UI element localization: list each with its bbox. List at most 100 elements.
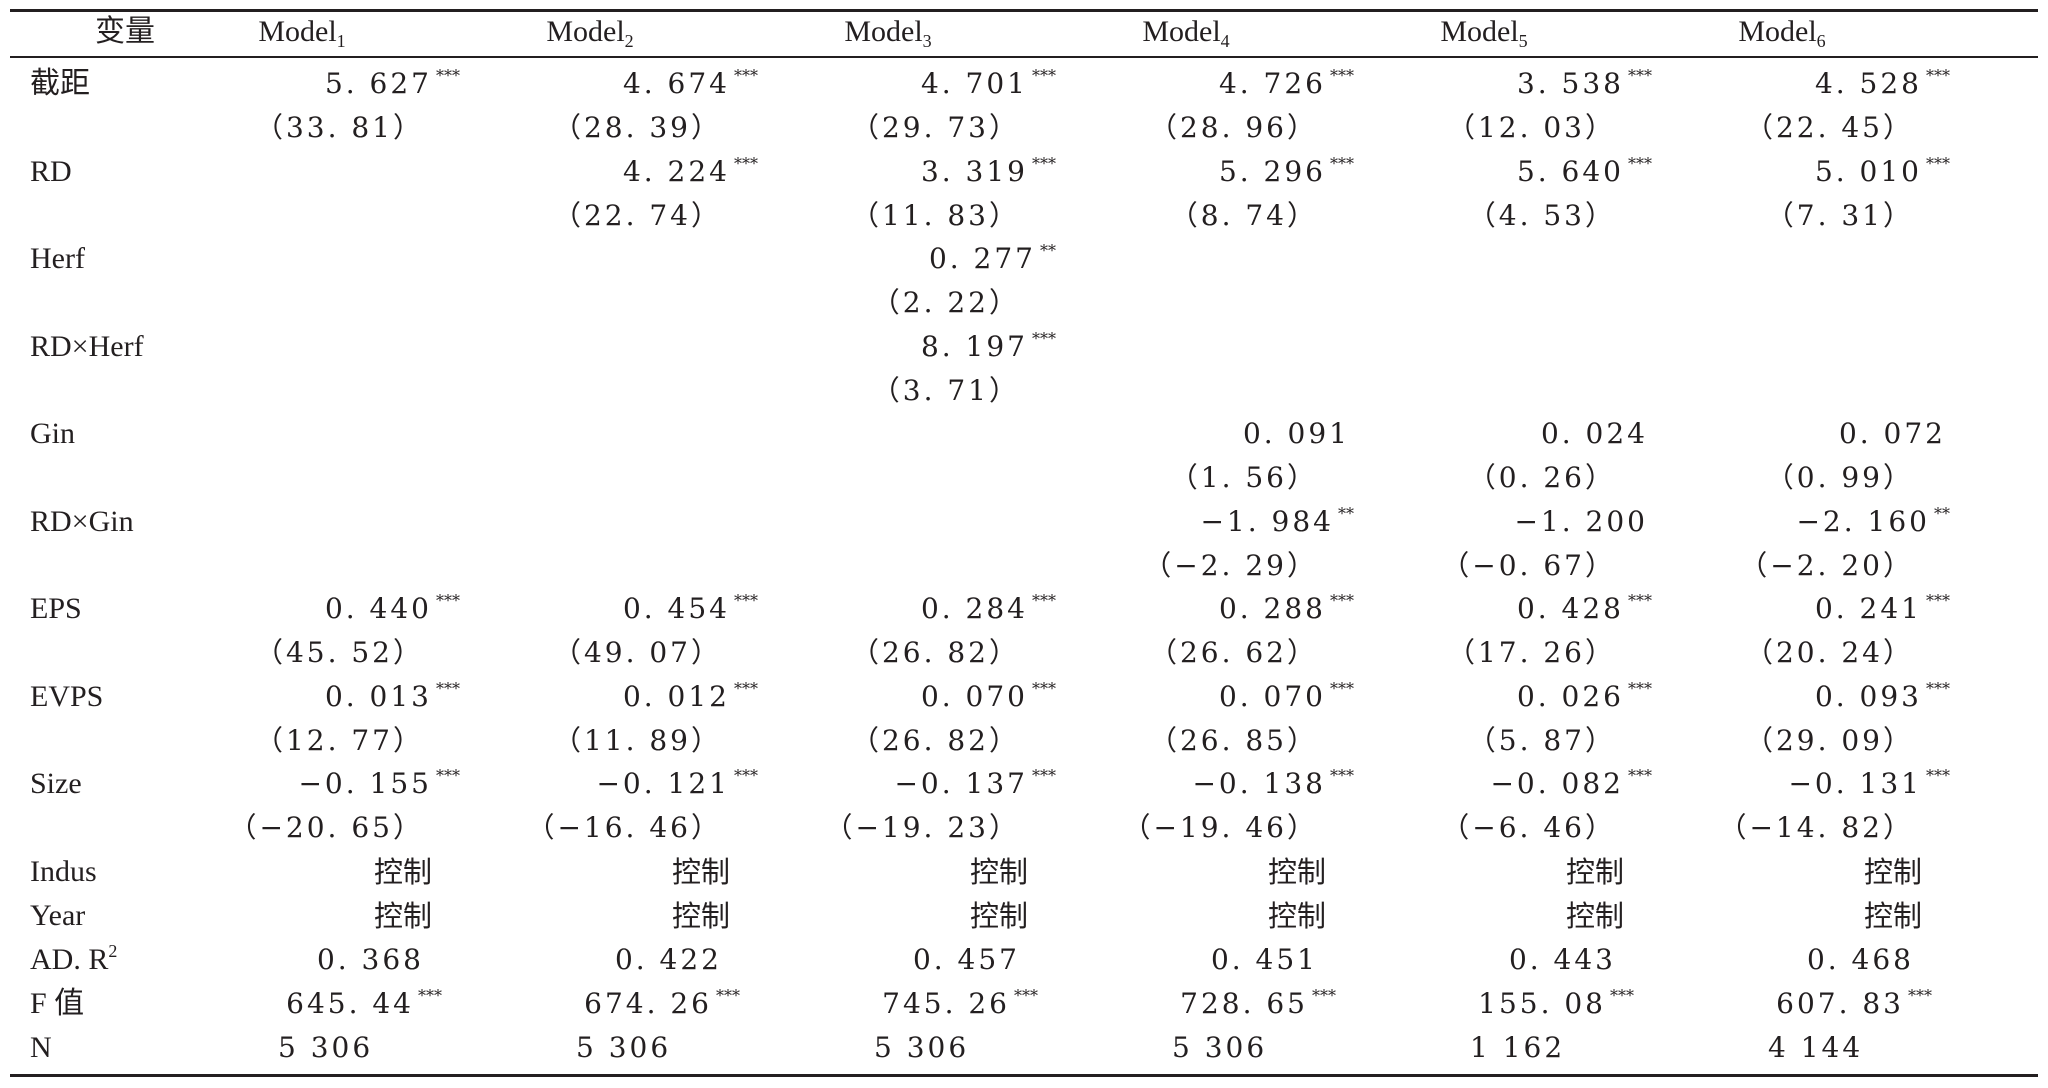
row-label: RD×Gin (30, 504, 134, 538)
t-stat-cell: （26. 85） (1148, 723, 1318, 757)
coef-cell: 0. 070 *** (1219, 679, 1354, 715)
model-name: Model (844, 15, 923, 48)
control-cell: 控制 (671, 898, 730, 933)
coef-value: 0. 284 (920, 592, 1028, 625)
header-model-6: Model6 (1738, 14, 1825, 50)
model-name: Model (1440, 15, 1519, 48)
significance-stars: *** (734, 766, 758, 785)
coef-cell: 8. 197 *** (921, 329, 1056, 365)
significance-stars: *** (1908, 985, 1932, 1005)
coef-cell: 4. 224 *** (623, 154, 758, 190)
control-cell: 控制 (1565, 898, 1624, 933)
model-subscript: 4 (1220, 31, 1230, 51)
t-stat-cell: （49. 07） (552, 636, 722, 669)
t-stat-cell: （−0. 67） (1441, 548, 1616, 582)
t-stat-cell: （17. 26） (1446, 636, 1616, 669)
coef-value: 0. 241 (1814, 592, 1922, 625)
coef-cell: −0. 138 *** (1192, 766, 1354, 802)
fvalue-cell: 607. 83 *** (1776, 986, 1932, 1022)
coef-value: −0. 131 (1788, 767, 1922, 800)
row-label: EPS (30, 592, 82, 625)
coef-cell: 0. 288 *** (1219, 591, 1354, 627)
control-cell: 控制 (1565, 854, 1624, 889)
control-cell: 控制 (1863, 854, 1922, 889)
fvalue-cell: 674. 26 *** (584, 986, 740, 1022)
coef-cell: −0. 137 *** (894, 766, 1056, 802)
coef-value: 645. 44 (286, 986, 414, 1020)
coef-value: 0. 013 (324, 679, 432, 713)
t-stat-cell: （−19. 46） (1122, 811, 1318, 844)
coef-cell: −0. 131 *** (1788, 766, 1950, 802)
t-stat-cell: （20. 24） (1744, 636, 1914, 669)
coef-cell: 0. 072 (1839, 416, 1950, 452)
t-stat-cell: （28. 39） (552, 111, 722, 144)
significance-stars: *** (1628, 591, 1652, 610)
coef-cell: 3. 538 *** (1517, 66, 1652, 102)
t-stat-cell: （7. 31） (1765, 198, 1914, 232)
t-stat-cell: （2. 22） (871, 286, 1020, 319)
control-cell: 控制 (1863, 898, 1922, 933)
coef-value: 0. 070 (1218, 679, 1326, 713)
coef-value: 5. 010 (1814, 154, 1922, 188)
t-stat-cell: （−16. 46） (526, 811, 722, 844)
significance-stars: *** (734, 678, 758, 698)
coef-value: 5. 627 (324, 67, 432, 100)
header-model-3: Model3 (844, 14, 931, 50)
row-label: Size (30, 767, 82, 800)
control-cell: 控制 (1267, 898, 1326, 933)
coef-value: 3. 538 (1516, 67, 1624, 100)
coef-cell: −1. 200 (1514, 504, 1652, 540)
row-label: N (30, 1030, 52, 1064)
significance-stars: ** (1338, 503, 1354, 523)
t-stat-cell: （12. 03） (1446, 111, 1616, 144)
n-cell: 5 306 (1172, 1030, 1268, 1064)
fvalue-cell: 155. 08 *** (1478, 986, 1634, 1022)
coef-value: 5. 296 (1218, 154, 1326, 188)
coef-cell: 4. 528 *** (1815, 66, 1950, 102)
coef-value: −1. 984 (1200, 504, 1334, 538)
significance-stars: *** (1926, 766, 1950, 785)
significance-stars: *** (1014, 985, 1038, 1005)
coef-cell: 0. 026 *** (1517, 679, 1652, 715)
coef-value: 155. 08 (1478, 986, 1606, 1020)
row-label: 截距 (30, 67, 90, 100)
adr2-cell: 0. 451 (1210, 942, 1318, 976)
coef-value: −0. 155 (298, 767, 432, 800)
model-name: Model (546, 15, 625, 48)
coef-cell: −0. 082 *** (1490, 766, 1652, 802)
significance-stars: *** (1926, 591, 1950, 610)
t-stat-cell: （5. 87） (1467, 723, 1616, 757)
adr2-cell: 0. 422 (614, 942, 722, 976)
significance-stars: *** (1032, 678, 1056, 698)
coef-cell: 3. 319 *** (921, 154, 1056, 190)
t-stat-cell: （0. 26） (1467, 461, 1616, 494)
t-stat-cell: （0. 99） (1765, 461, 1914, 494)
coef-value: 4. 224 (622, 154, 730, 188)
coef-cell: −0. 121 *** (596, 766, 758, 802)
header-model-1: Model1 (258, 14, 345, 50)
significance-stars: *** (716, 985, 740, 1005)
coef-cell: 0. 277 ** (929, 241, 1056, 277)
coef-value: 0. 070 (920, 679, 1028, 713)
header-variable: 变量 (95, 15, 155, 48)
row-label: F 值 (30, 986, 85, 1020)
coef-cell: 4. 701 *** (921, 66, 1056, 102)
adr2-cell: 0. 468 (1806, 942, 1914, 976)
control-cell: 控制 (373, 854, 432, 889)
coef-value: −1. 200 (1514, 504, 1648, 538)
significance-stars: *** (1032, 766, 1056, 785)
coef-value: 8. 197 (920, 329, 1028, 363)
t-stat-cell: （26. 82） (850, 723, 1020, 757)
coef-value: 607. 83 (1776, 986, 1904, 1020)
t-stat-cell: （1. 56） (1169, 461, 1318, 494)
coef-value: 0. 072 (1838, 417, 1946, 450)
table-header-rule (10, 56, 2038, 58)
coef-value: 0. 428 (1516, 592, 1624, 625)
model-name: Model (258, 15, 337, 48)
coef-cell: 0. 454 *** (623, 591, 758, 627)
significance-stars: *** (418, 985, 442, 1005)
coef-value: 3. 319 (920, 154, 1028, 188)
significance-stars: *** (1330, 766, 1354, 785)
t-stat-cell: （4. 53） (1467, 198, 1616, 232)
row-label: Indus (30, 854, 97, 888)
